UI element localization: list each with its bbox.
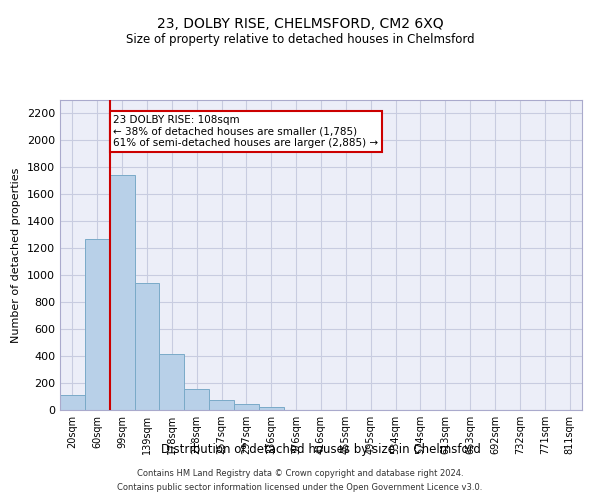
- Bar: [85, 239, 110, 410]
- Bar: [234, 404, 259, 410]
- Bar: [259, 406, 284, 410]
- Text: Size of property relative to detached houses in Chelmsford: Size of property relative to detached ho…: [125, 32, 475, 46]
- Y-axis label: Number of detached properties: Number of detached properties: [11, 168, 22, 342]
- Bar: [184, 389, 209, 410]
- Bar: [209, 400, 234, 410]
- Bar: [160, 354, 184, 410]
- Bar: [134, 284, 160, 410]
- Bar: [110, 176, 134, 410]
- Text: Contains public sector information licensed under the Open Government Licence v3: Contains public sector information licen…: [118, 484, 482, 492]
- Text: Distribution of detached houses by size in Chelmsford: Distribution of detached houses by size …: [161, 442, 481, 456]
- Bar: [60, 395, 85, 410]
- Text: 23 DOLBY RISE: 108sqm
← 38% of detached houses are smaller (1,785)
61% of semi-d: 23 DOLBY RISE: 108sqm ← 38% of detached …: [113, 115, 379, 148]
- Text: 23, DOLBY RISE, CHELMSFORD, CM2 6XQ: 23, DOLBY RISE, CHELMSFORD, CM2 6XQ: [157, 18, 443, 32]
- Text: Contains HM Land Registry data © Crown copyright and database right 2024.: Contains HM Land Registry data © Crown c…: [137, 468, 463, 477]
